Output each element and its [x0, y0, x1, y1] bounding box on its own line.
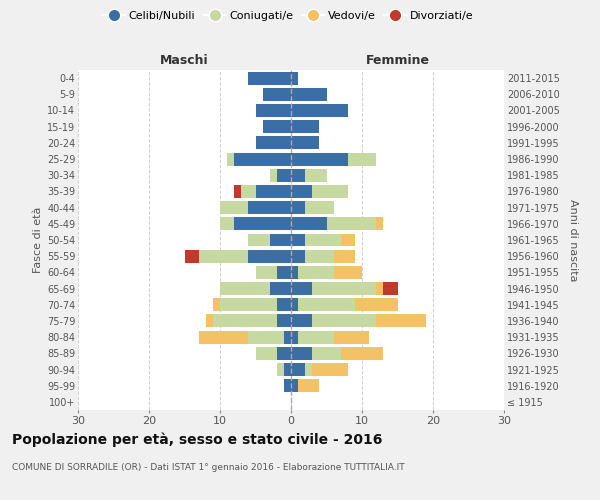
Bar — [220, 201, 248, 214]
Bar — [334, 250, 355, 262]
Bar — [291, 379, 298, 392]
Bar — [291, 72, 298, 85]
Bar — [263, 120, 291, 133]
Bar — [284, 363, 291, 376]
Bar — [241, 185, 256, 198]
Bar — [291, 282, 313, 295]
Bar — [313, 363, 348, 376]
Bar — [291, 218, 326, 230]
Bar — [234, 185, 241, 198]
Bar — [206, 314, 213, 328]
Legend: Celibi/Nubili, Coniugati/e, Vedovi/e, Divorziati/e: Celibi/Nubili, Coniugati/e, Vedovi/e, Di… — [103, 10, 473, 20]
Bar — [291, 169, 305, 181]
Bar — [248, 330, 284, 344]
Bar — [248, 250, 291, 262]
Bar — [291, 347, 313, 360]
Bar — [220, 298, 277, 311]
Bar — [248, 234, 270, 246]
Y-axis label: Fasce di età: Fasce di età — [32, 207, 43, 273]
Bar — [305, 250, 334, 262]
Bar — [298, 379, 319, 392]
Bar — [284, 330, 291, 344]
Bar — [256, 185, 291, 198]
Bar — [341, 234, 355, 246]
Bar — [305, 201, 334, 214]
Bar — [277, 169, 291, 181]
Bar — [305, 234, 341, 246]
Bar — [334, 266, 362, 279]
Bar — [248, 201, 291, 214]
Bar — [291, 363, 305, 376]
Bar — [291, 266, 298, 279]
Bar — [291, 152, 348, 166]
Bar — [348, 152, 376, 166]
Bar — [234, 218, 291, 230]
Bar — [313, 185, 348, 198]
Bar — [220, 282, 270, 295]
Bar — [256, 266, 277, 279]
Bar — [291, 104, 348, 117]
Bar — [305, 363, 313, 376]
Text: Femmine: Femmine — [365, 54, 430, 68]
Bar — [291, 185, 313, 198]
Bar — [298, 298, 355, 311]
Bar — [234, 152, 291, 166]
Bar — [383, 282, 398, 295]
Bar — [291, 250, 305, 262]
Bar — [185, 250, 199, 262]
Bar — [291, 298, 298, 311]
Bar — [277, 347, 291, 360]
Bar — [270, 282, 291, 295]
Text: Popolazione per età, sesso e stato civile - 2016: Popolazione per età, sesso e stato civil… — [12, 432, 382, 447]
Bar — [199, 250, 248, 262]
Bar — [291, 136, 319, 149]
Bar — [277, 314, 291, 328]
Bar — [256, 136, 291, 149]
Bar — [291, 330, 298, 344]
Bar — [341, 347, 383, 360]
Bar — [227, 152, 234, 166]
Bar — [213, 298, 220, 311]
Bar — [248, 72, 291, 85]
Bar — [298, 266, 334, 279]
Bar — [376, 314, 426, 328]
Bar — [376, 282, 383, 295]
Bar — [326, 218, 376, 230]
Bar — [220, 218, 234, 230]
Bar — [270, 169, 277, 181]
Bar — [313, 314, 376, 328]
Bar — [199, 330, 248, 344]
Bar — [277, 266, 291, 279]
Bar — [277, 363, 284, 376]
Bar — [291, 120, 319, 133]
Bar — [256, 347, 277, 360]
Y-axis label: Anni di nascita: Anni di nascita — [568, 198, 578, 281]
Bar — [277, 298, 291, 311]
Bar — [256, 104, 291, 117]
Bar — [305, 169, 326, 181]
Bar — [270, 234, 291, 246]
Bar — [376, 218, 383, 230]
Bar — [313, 282, 376, 295]
Bar — [298, 330, 334, 344]
Bar — [355, 298, 398, 311]
Bar — [263, 88, 291, 101]
Bar — [313, 347, 341, 360]
Bar — [291, 201, 305, 214]
Text: COMUNE DI SORRADILE (OR) - Dati ISTAT 1° gennaio 2016 - Elaborazione TUTTITALIA.: COMUNE DI SORRADILE (OR) - Dati ISTAT 1°… — [12, 462, 404, 471]
Bar — [334, 330, 369, 344]
Text: Maschi: Maschi — [160, 54, 209, 68]
Bar — [291, 88, 326, 101]
Bar — [284, 379, 291, 392]
Bar — [291, 234, 305, 246]
Bar — [291, 314, 313, 328]
Bar — [213, 314, 277, 328]
